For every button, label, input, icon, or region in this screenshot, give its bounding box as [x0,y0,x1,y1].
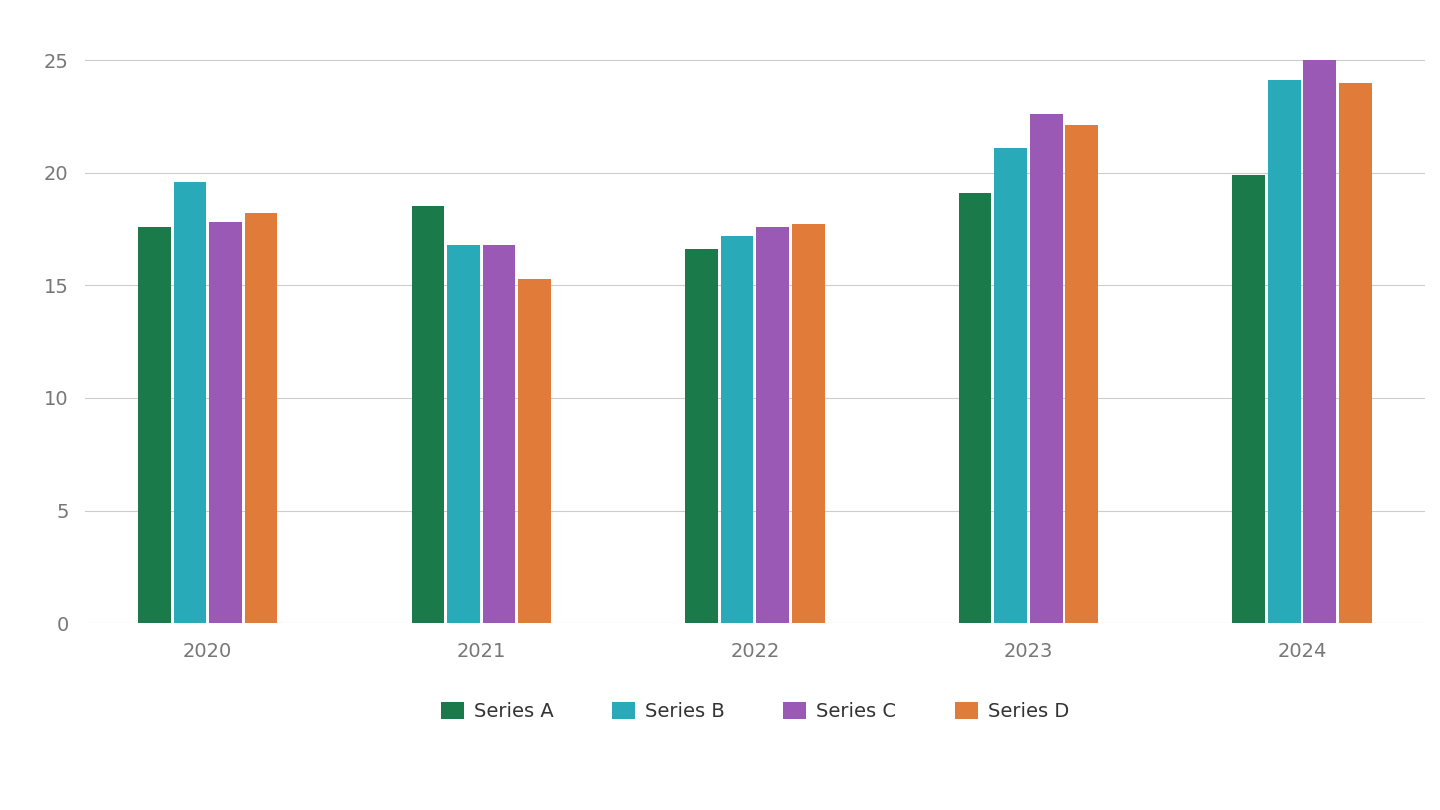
Bar [482,245,516,623]
Bar [756,227,789,623]
Bar [209,222,242,623]
Bar [412,207,445,623]
Bar [1267,80,1300,623]
Bar [1030,114,1063,623]
Bar [446,245,480,623]
Bar [174,181,206,623]
Bar [685,249,719,623]
Bar [792,224,825,623]
Bar [245,213,278,623]
Bar [1303,60,1336,623]
Bar [1339,83,1372,623]
Legend: Series A, Series B, Series C, Series D: Series A, Series B, Series C, Series D [433,693,1077,729]
Bar [994,148,1027,623]
Bar [138,227,171,623]
Bar [1066,126,1099,623]
Bar [959,193,991,623]
Bar [720,236,753,623]
Bar [518,279,552,623]
Bar [1233,175,1264,623]
